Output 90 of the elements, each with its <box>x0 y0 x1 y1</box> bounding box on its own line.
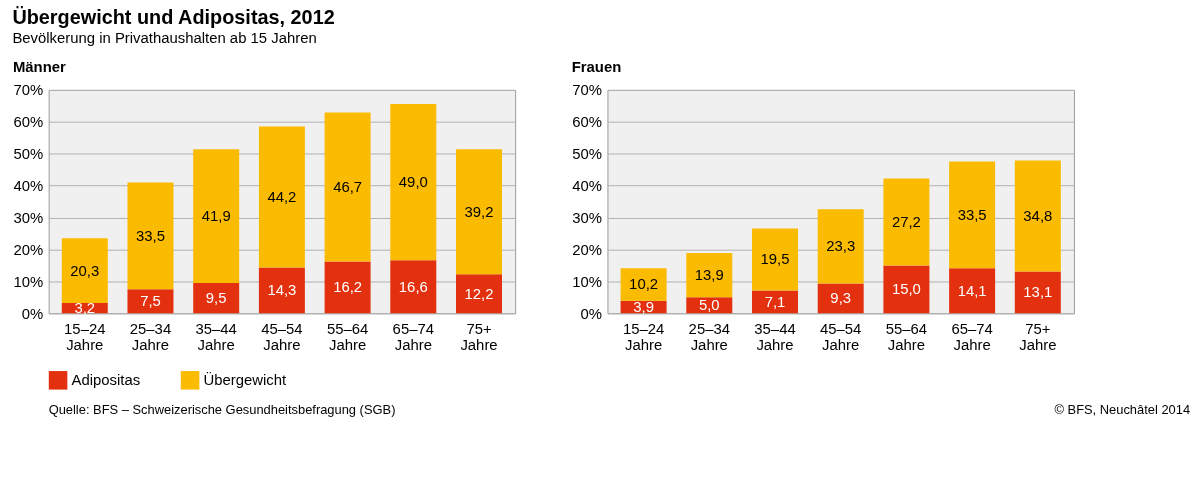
bar <box>324 112 371 262</box>
bar <box>752 228 798 291</box>
x-tick-label: 25–34 Jahre <box>688 320 730 354</box>
y-tick-label: 0% <box>21 305 44 322</box>
data-label: 9,5 <box>205 290 227 307</box>
bar <box>883 265 930 314</box>
bar <box>324 261 371 314</box>
data-label: 16,2 <box>333 279 363 296</box>
data-label: 13,1 <box>1023 284 1053 301</box>
y-tick-label: 30% <box>572 209 602 226</box>
text: Bevölkerung in Privathaushalten ab 15 Jahren <box>12 29 317 46</box>
bar <box>61 238 108 304</box>
data-label: 20,3 <box>70 262 100 279</box>
y-tick-label: 60% <box>13 114 44 131</box>
y-tick-label: 70% <box>572 82 602 99</box>
bar <box>258 126 305 268</box>
bar <box>1014 160 1061 272</box>
x-tick-label: 15–24 Jahre <box>64 320 106 354</box>
data-label: 7,5 <box>140 293 161 310</box>
y-tick-label: 10% <box>13 273 44 290</box>
data-label: 3,2 <box>74 300 96 317</box>
x-tick-label: 15–24 Jahre <box>622 320 665 354</box>
data-label: 15,0 <box>891 281 921 298</box>
data-label: 19,5 <box>760 251 790 268</box>
data-label: 49,0 <box>398 174 428 191</box>
x-tick-label: 65–74 Jahre <box>951 320 993 354</box>
data-label: 14,3 <box>267 282 297 299</box>
bar <box>1014 271 1061 314</box>
bar <box>456 149 502 275</box>
bar <box>258 267 305 314</box>
bar <box>620 268 667 301</box>
source-note: Quelle: BFS – Schweizerische Gesundheitsbefragung (SGB) <box>48 402 396 418</box>
bar <box>390 103 437 261</box>
y-tick-label: 50% <box>13 146 44 163</box>
y-tick-label: 70% <box>13 82 44 99</box>
bar <box>127 182 174 290</box>
data-label: 46,7 <box>333 179 363 196</box>
data-label: 33,5 <box>136 227 165 244</box>
x-tick-label: 75+ Jahre <box>1019 320 1057 354</box>
chart-title: Frauen <box>571 59 622 76</box>
y-tick-label: 0% <box>580 305 602 322</box>
bar <box>817 209 864 284</box>
data-label: 12,2 <box>464 285 494 302</box>
data-label: 5,0 <box>698 297 720 314</box>
bar <box>686 252 733 298</box>
x-tick-label: 55–64 Jahre <box>326 320 369 354</box>
y-tick-label: 20% <box>572 241 602 258</box>
x-tick-label: 45–54 Jahre <box>261 320 303 354</box>
legend-label: Adipositas <box>71 372 141 389</box>
x-tick-label: 45–54 Jahre <box>820 320 862 354</box>
y-tick-label: 50% <box>572 146 602 163</box>
legend-label: Übergewicht <box>203 371 288 389</box>
data-label: 10,2 <box>629 276 659 293</box>
text: Übergewicht und Adipositas, 2012 <box>12 5 335 28</box>
data-label: 14,1 <box>957 282 987 299</box>
bar <box>127 289 174 314</box>
x-tick-label: 35–44 Jahre <box>195 320 237 354</box>
y-tick-label: 40% <box>572 178 602 195</box>
data-label: 16,6 <box>398 278 428 295</box>
x-tick-label: 25–34 Jahre <box>129 320 172 354</box>
data-label: 34,8 <box>1023 207 1053 224</box>
bar <box>193 149 240 283</box>
y-tick-label: 30% <box>13 209 44 226</box>
x-tick-label: 35–44 Jahre <box>754 320 796 354</box>
y-tick-label: 10% <box>572 273 602 290</box>
x-tick-label: 75+ Jahre <box>460 320 498 354</box>
data-label: 39,2 <box>464 203 494 220</box>
data-label: 41,9 <box>201 208 231 225</box>
bar <box>456 274 502 314</box>
x-tick-label: 65–74 Jahre <box>392 320 434 354</box>
data-label: 9,3 <box>830 290 852 307</box>
data-label: 44,2 <box>267 189 297 206</box>
data-label: 27,2 <box>891 213 921 230</box>
x-tick-label: 55–64 Jahre <box>885 320 928 354</box>
data-label: 3,9 <box>633 298 654 315</box>
bar <box>752 290 798 314</box>
data-label: 13,9 <box>694 267 724 284</box>
data-label: 33,5 <box>957 206 987 223</box>
text: © BFS, Neuchâtel 2014 <box>1054 402 1191 418</box>
bar <box>949 268 996 314</box>
bar <box>390 260 437 314</box>
data-label: 7,1 <box>764 293 786 310</box>
y-tick-label: 20% <box>13 241 44 258</box>
y-tick-label: 60% <box>572 114 602 131</box>
bar <box>883 178 930 266</box>
data-label: 23,3 <box>826 238 856 255</box>
bar <box>949 161 996 269</box>
y-tick-label: 40% <box>13 178 44 195</box>
bar <box>193 282 240 314</box>
chart-title: Männer <box>12 59 66 76</box>
